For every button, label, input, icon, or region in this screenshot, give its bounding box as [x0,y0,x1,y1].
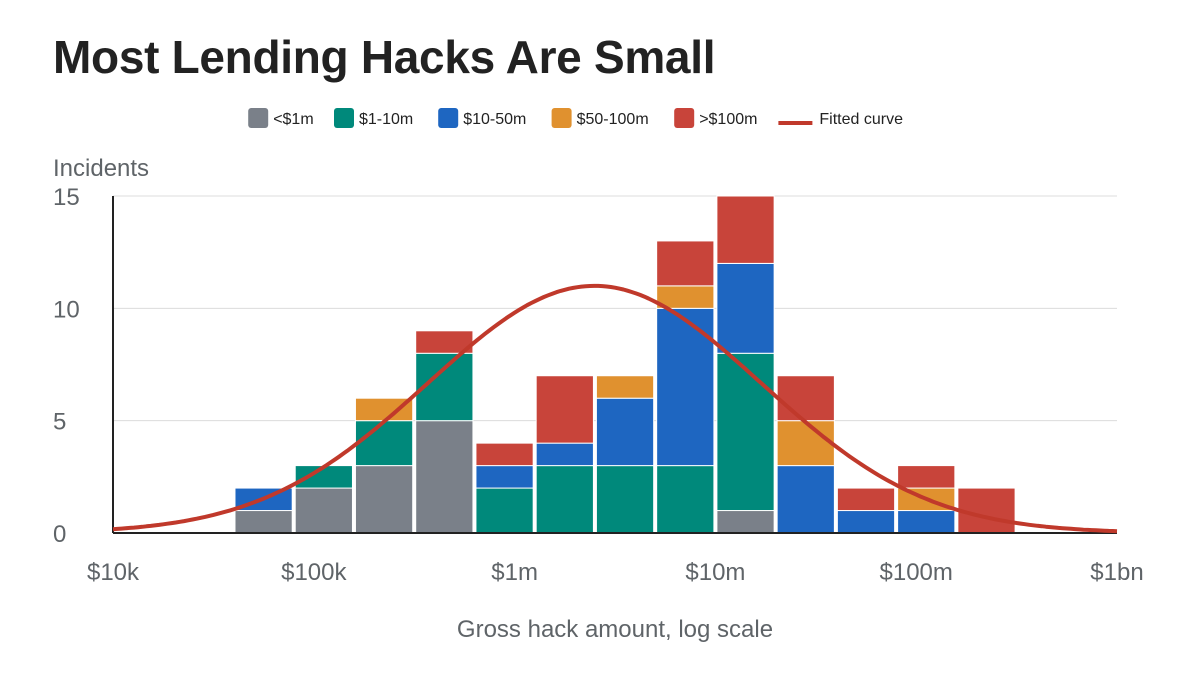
bar-segment-1-10m [475,487,534,534]
bar-segment-100m [836,487,896,512]
tick-labels: 0 5 10 15 $10k $100k $1m $10m $100m $1bn [53,184,1144,586]
legend-item-fitted-curve: Fitted curve [778,111,903,128]
axes [112,196,1117,534]
bar-segment-100m [897,465,956,489]
legend-item-1m: <$1m [248,108,314,128]
y-tick-label: 10 [53,296,80,323]
bar-segment-100m [716,195,775,264]
x-tick-label: $1m [491,559,538,586]
x-tick-label: $1bn [1090,559,1143,586]
bar-segment-10-50m [475,465,534,489]
legend-item-1-10m: $1-10m [334,108,413,128]
bar-segment-1-10m [354,420,414,467]
legend-label: >$100m [699,111,757,128]
fitted-curve-line [112,283,1118,534]
bar-segment-100m [656,240,715,287]
bar-segment-50-100m [595,375,655,399]
legend-swatch [248,108,269,128]
legend-swatch [334,108,354,128]
chart-title: Most Lending Hacks Are Small [53,31,716,83]
bar-segment-100m [776,375,835,422]
y-tick-label: 15 [53,184,80,211]
bar-segment-50-100m [354,397,414,422]
legend-label: $10-50m [463,111,526,128]
bar-segment-1-10m [656,465,715,534]
bar-segment-10-50m [776,465,835,534]
legend-item-100m: >$100m [674,108,757,128]
x-tick-label: $10m [685,559,745,586]
bar-segment-10-50m [716,262,775,354]
bar-segment-100m [475,442,534,467]
legend-label: $50-100m [577,111,649,128]
y-tick-label: 0 [53,521,66,548]
bar-segment-10-50m [656,307,715,467]
bar-segment-1-10m [595,465,655,534]
bars [234,195,1016,534]
fitted-curve-layer [112,283,1118,534]
legend: <$1m $1-10m $10-50m $50-100m >$100m Fitted cu… [248,108,903,128]
legend-swatch [438,108,459,128]
legend-swatch [674,108,695,128]
bar-segment-1m [716,510,775,534]
legend-label: <$1m [273,111,313,128]
bar-segment-1m [415,420,474,534]
bar-segment-1m [234,510,293,534]
legend-label: $1-10m [359,111,413,128]
legend-label: Fitted curve [819,111,903,128]
legend-item-10-50m: $10-50m [438,108,526,128]
bar-segment-1m [294,487,353,534]
bar-segment-10-50m [595,397,655,467]
x-tick-label: $10k [87,559,140,586]
bar-segment-10-50m [535,442,594,467]
bar-segment-10-50m [836,510,896,534]
bar-segment-1-10m [535,465,594,534]
y-tick-label: 5 [53,409,66,436]
bar-segment-100m [535,375,594,444]
bar-segment-1m [354,465,414,534]
x-axis-label: Gross hack amount, log scale [457,616,773,643]
legend-swatch [551,108,572,128]
x-tick-label: $100k [281,559,347,586]
bar-segment-10-50m [897,510,956,534]
legend-item-50-100m: $50-100m [551,108,649,128]
x-tick-label: $100m [880,559,953,586]
y-axis-label: Incidents [53,155,149,182]
bar-segment-1-10m [716,352,775,512]
bar-segment-50-100m [776,420,835,467]
